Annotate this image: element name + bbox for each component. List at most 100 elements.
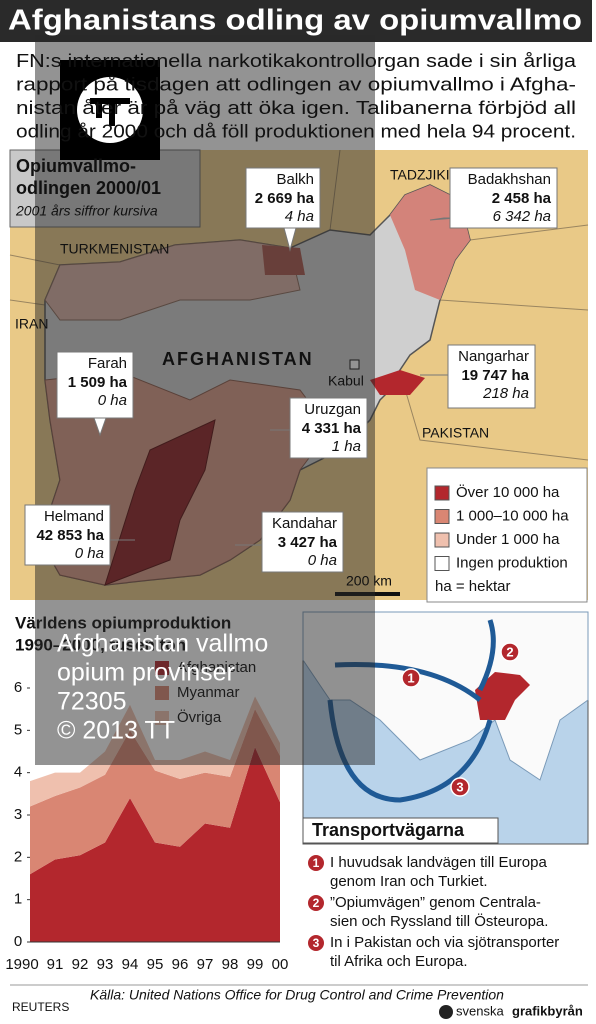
map-subtitle: 2001 års siffror kursiva xyxy=(15,203,158,219)
legend-swatch xyxy=(434,556,450,571)
callout-2001: 0 ha xyxy=(75,545,104,562)
country-label: AFGHANISTAN xyxy=(162,349,314,369)
callout-name: Badakhshan xyxy=(468,171,551,188)
y-tick-label: 2 xyxy=(14,848,22,865)
map-title: odlingen 2000/01 xyxy=(16,178,161,198)
callout-2000: 1 509 ha xyxy=(68,374,128,391)
x-tick-label: 98 xyxy=(222,956,239,973)
y-tick-label: 0 xyxy=(14,933,22,950)
callout-box xyxy=(447,344,536,409)
legend-label: Under 1 000 ha xyxy=(456,531,560,548)
legend-label: 1 000–10 000 ha xyxy=(456,507,569,524)
legend-label: Över 10 000 ha xyxy=(456,483,560,501)
brand-logo xyxy=(439,1005,453,1019)
map-title: Opiumvallmo- xyxy=(16,156,136,176)
legend-label: Ingen produktion xyxy=(456,554,568,571)
callout-box xyxy=(24,504,111,566)
country-label: PAKISTAN xyxy=(422,425,489,441)
watermark-line: 72305 xyxy=(57,688,127,716)
x-tick-label: 96 xyxy=(172,956,189,973)
x-tick-label: 92 xyxy=(72,956,89,973)
area xyxy=(30,696,280,807)
callout-name: Kandahar xyxy=(272,515,337,532)
y-tick-label: 4 xyxy=(14,764,22,781)
route-bullet xyxy=(308,895,324,911)
route-marker xyxy=(401,668,421,688)
map-legend-box xyxy=(426,467,588,603)
area xyxy=(30,709,280,875)
x-tick-label: 94 xyxy=(122,956,139,973)
callout-box xyxy=(449,167,558,229)
nangarhar-shape xyxy=(370,370,425,395)
route-text: ”Opiumvägen” genom Centrala- xyxy=(330,894,541,911)
watermark-line: opium provinser xyxy=(57,659,235,687)
intro-line: rapport på tisdagen att odlingen av opiu… xyxy=(16,74,576,94)
legend-swatch xyxy=(434,485,450,501)
route-text: I huvudsak landvägen till Europa xyxy=(330,854,547,871)
x-tick-label: 91 xyxy=(47,956,64,973)
callout-box xyxy=(245,167,321,229)
callout-2001: 6 342 ha xyxy=(493,208,551,225)
callout-box xyxy=(261,511,344,573)
route-bullet xyxy=(308,855,324,871)
route-bullet xyxy=(308,935,324,951)
callout-2000: 42 853 ha xyxy=(36,527,104,544)
route-marker-number: 1 xyxy=(407,670,414,685)
callout-name: Uruzgan xyxy=(304,401,361,418)
x-tick-label: 97 xyxy=(197,956,214,973)
source: Källa: United Nations Office for Drug Co… xyxy=(90,987,504,1003)
intro-line: odling år 2000 och då föll produktionen … xyxy=(16,121,576,141)
y-tick-label: 1 xyxy=(14,891,22,908)
callout-name: Balkh xyxy=(276,171,314,188)
route-bullet-number: 1 xyxy=(313,856,320,870)
callout-2000: 4 331 ha xyxy=(302,420,362,437)
country-label: IRAN xyxy=(15,316,48,332)
agency: REUTERS xyxy=(12,1000,69,1014)
brand: grafikbyrån xyxy=(512,1003,583,1018)
callout-name: Nangarhar xyxy=(458,348,529,365)
country-label: TURKMENISTAN xyxy=(60,241,169,257)
legend-label: ha = hektar xyxy=(435,578,510,595)
x-tick-label: 00 xyxy=(272,956,289,973)
callout-2001: 0 ha xyxy=(308,552,337,569)
x-tick-label: 95 xyxy=(147,956,164,973)
brand: svenska xyxy=(456,1003,504,1018)
route-marker xyxy=(450,777,470,797)
watermark-line: Afghanistan vallmo xyxy=(57,630,268,658)
route-marker-number: 2 xyxy=(506,644,513,659)
route-text: genom Iran och Turkiet. xyxy=(330,873,488,890)
intro-line: nistan åter är på väg att öka igen. Tali… xyxy=(16,98,576,118)
legend-swatch xyxy=(434,532,450,548)
x-tick-label: 93 xyxy=(97,956,114,973)
transport-title-box xyxy=(302,817,499,844)
route-marker xyxy=(500,642,520,662)
callout-2000: 2 669 ha xyxy=(255,190,315,207)
route-text: sien och Ryssland till Östeuropa. xyxy=(330,912,548,930)
route-bullet-number: 2 xyxy=(313,896,320,910)
y-tick-label: 5 xyxy=(14,721,22,738)
callout-2001: 4 ha xyxy=(285,208,314,225)
area xyxy=(30,747,280,942)
callout-2000: 19 747 ha xyxy=(461,367,529,384)
callout-2001: 0 ha xyxy=(98,392,127,409)
callout-box xyxy=(289,397,368,459)
callout-2000: 3 427 ha xyxy=(278,534,338,551)
x-tick-label: 99 xyxy=(247,956,264,973)
callout-2000: 2 458 ha xyxy=(492,190,552,207)
scale-label: 200 km xyxy=(346,573,392,589)
logo-mark xyxy=(90,98,130,126)
route-marker-number: 3 xyxy=(456,779,463,794)
route-bullet-number: 3 xyxy=(313,936,320,950)
transport-title: Transportvägarna xyxy=(312,820,465,840)
intro-line: FN:s internationella narkotikakontrollor… xyxy=(16,51,577,71)
callout-2001: 218 ha xyxy=(482,385,529,402)
y-tick-label: 6 xyxy=(14,679,22,696)
watermark-line: © 2013 TT xyxy=(57,717,175,745)
inset-afghanistan xyxy=(475,672,530,720)
route-text: til Afrika och Europa. xyxy=(330,953,468,970)
title: Afghanistans odling av opiumvallmo xyxy=(8,5,582,37)
route-text: In i Pakistan och via sjötransporter xyxy=(330,934,559,951)
callout-2001: 1 ha xyxy=(332,438,361,455)
callout-name: Farah xyxy=(88,355,127,372)
